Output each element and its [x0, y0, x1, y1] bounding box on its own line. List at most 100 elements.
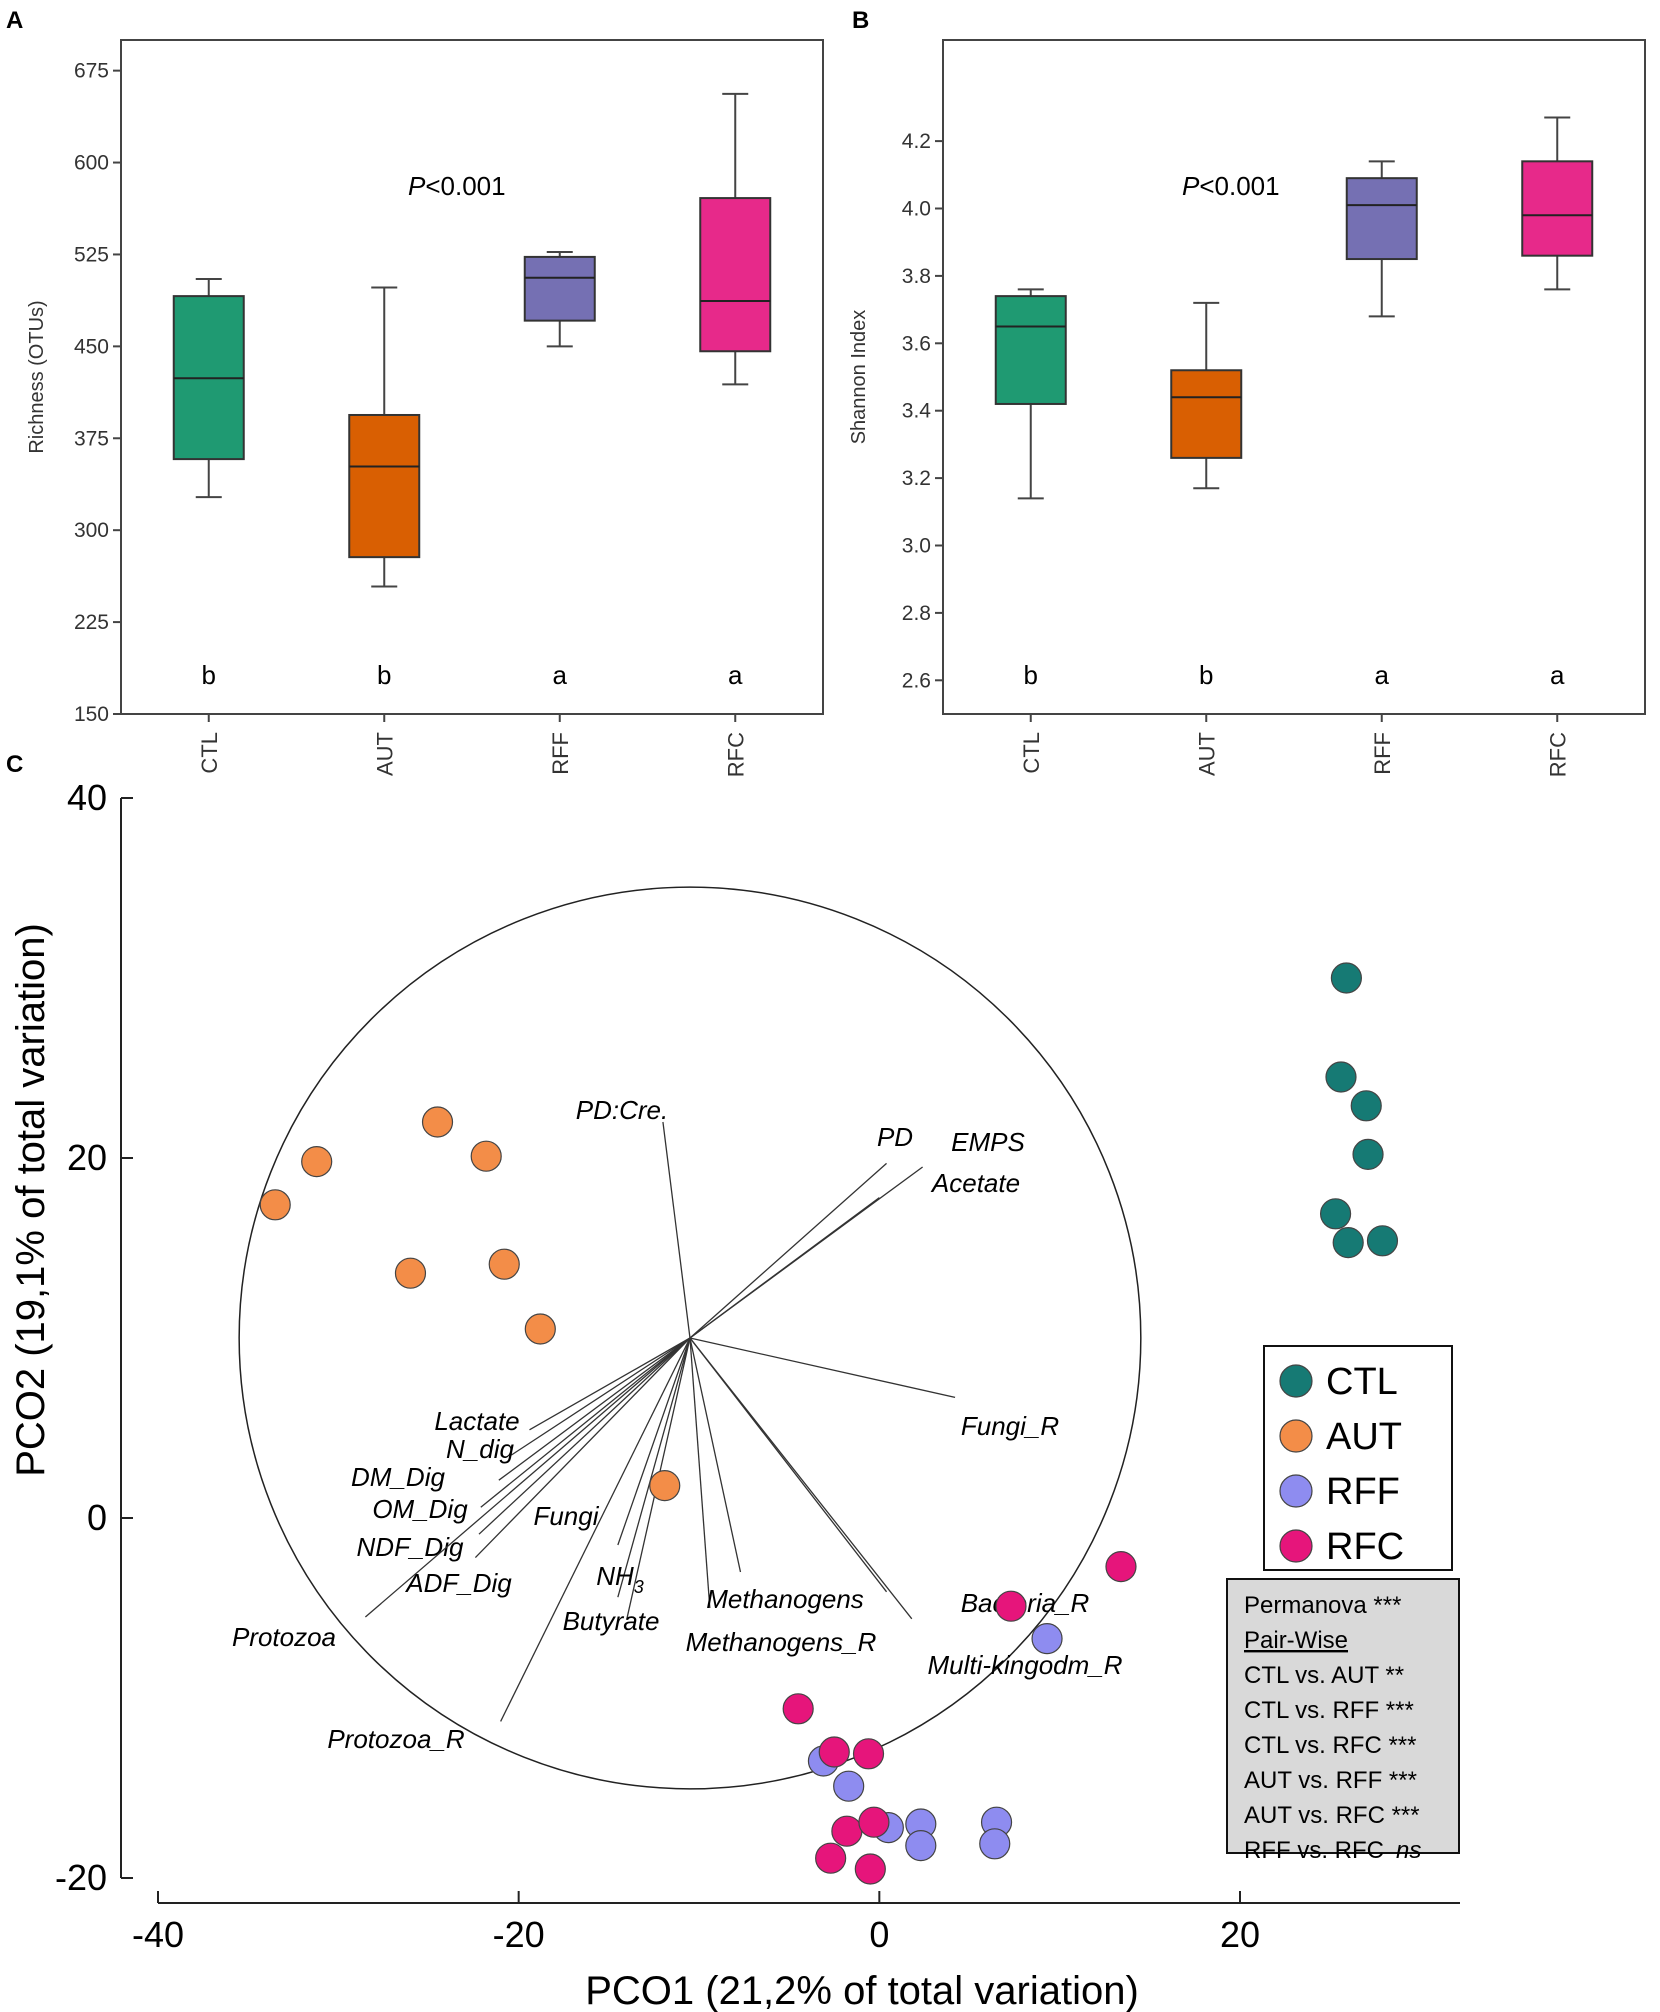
stats-ctl-aut: CTL vs. AUT ** [1244, 1662, 1404, 1689]
vector-line [474, 1337, 691, 1559]
vector-line [529, 1337, 691, 1431]
y-tick-label: 150 [74, 703, 109, 726]
vector-om-dig: OM_Dig [372, 1337, 691, 1524]
shannon-boxplot: 2.6 2.8 3.0 3.2 3.4 3.6 3.8 4.0 4.2 Shannon Inde… [848, 39, 1646, 777]
p-value-annotation: P<0.001 [1182, 171, 1280, 201]
plot-frame [942, 39, 1646, 715]
point-rfc [1105, 1550, 1137, 1583]
group-letter: a [1550, 660, 1565, 690]
y-tick-label: 20 [67, 1137, 107, 1178]
vector-label: Protozoa_R [327, 1724, 464, 1754]
box-rfc [1521, 116, 1594, 291]
box-rfc [699, 92, 772, 386]
point-rfc [852, 1738, 885, 1770]
p-symbol: P [1182, 171, 1200, 201]
point-rfc [995, 1590, 1027, 1622]
group-letter: b [1199, 660, 1213, 690]
y-axis: 150 225 300 375 450 525 600 675 [74, 60, 121, 726]
stats-aut-rfc: AUT vs. RFC *** [1244, 1802, 1420, 1829]
point-rfc [818, 1736, 850, 1768]
legend-swatch-rfc [1279, 1529, 1313, 1563]
y-tick-label: -20 [55, 1857, 107, 1898]
vector-label-main: NH [596, 1561, 634, 1591]
x-tick-label: CTL [197, 732, 222, 774]
vector-line [498, 1337, 691, 1481]
vector-methanogens: Methanogens [689, 1337, 864, 1614]
box-rff [523, 251, 596, 348]
plot-frame [120, 39, 824, 715]
x-tick-label: -40 [132, 1914, 184, 1955]
point-ctl [1325, 1061, 1357, 1093]
y-tick-label: 675 [74, 60, 109, 83]
iqr-box [523, 255, 596, 322]
point-ctl [1350, 1090, 1382, 1122]
iqr-box [1345, 177, 1418, 261]
vector-line [364, 1337, 691, 1618]
x-tick-label: 0 [869, 1914, 889, 1955]
y-axis-label: Richness (OTUs) [26, 300, 48, 453]
vector-label: Multi-kingodm_R [927, 1650, 1122, 1680]
stats-aut-rff: AUT vs. RFF *** [1244, 1767, 1417, 1794]
vector-label: Butyrate [563, 1606, 660, 1636]
boxes [172, 92, 772, 588]
point-ctl [1352, 1138, 1384, 1171]
vector-nh3: NH3 [596, 1337, 691, 1598]
point-rfc [854, 1853, 886, 1885]
y-axis: 2.6 2.8 3.0 3.2 3.4 3.6 3.8 4.0 4.2 [902, 130, 943, 692]
stats-rff-rfc-text: RFF vs. RFC [1244, 1837, 1384, 1864]
p-symbol: P [408, 171, 426, 201]
vector-line [662, 1121, 691, 1339]
y-tick-label: 3.2 [902, 467, 931, 490]
point-rfc [831, 1815, 863, 1847]
vector-label: EMPS [951, 1127, 1025, 1157]
y-tick-label: 600 [74, 152, 109, 175]
y-axis-label: Shannon Index [848, 310, 870, 445]
box-ctl [994, 288, 1067, 500]
vector-label: N_dig [446, 1434, 514, 1464]
vector-line [689, 1337, 956, 1399]
y-tick-label: 300 [74, 519, 109, 542]
x-tick-label: 20 [1220, 1914, 1260, 1955]
vector-fungi-r: Fungi_R [689, 1337, 1059, 1441]
point-aut [470, 1140, 502, 1172]
vector-emps: EMPS [689, 1127, 1025, 1339]
group-letter: b [377, 660, 391, 690]
point-aut [301, 1145, 333, 1178]
y-tick-label: 525 [74, 243, 109, 266]
point-rff [979, 1828, 1011, 1860]
group-letter: a [553, 660, 568, 690]
vector-label: DM_Dig [351, 1462, 445, 1492]
axes: -20 0 20 40 -40 -20 0 20 [55, 777, 1460, 1955]
y-tick-label: 4.2 [902, 130, 931, 153]
point-ctl [1319, 1198, 1352, 1230]
vector-dm-dig: DM_Dig [351, 1337, 691, 1492]
panel-label-b: B [852, 7, 869, 34]
vector-pd: PD [689, 1122, 913, 1339]
vector-label: PD [877, 1122, 913, 1152]
vector-label: OM_Dig [372, 1494, 468, 1524]
point-rff [905, 1829, 937, 1862]
vector-overlay: PD:Cre. PD EMPS Acetate Fungi_R LactateN_digD… [232, 1095, 1123, 1754]
iqr-box [699, 197, 772, 353]
vector-protozoa: Protozoa [232, 1337, 691, 1652]
vector-lactate: Lactate [434, 1337, 691, 1436]
legend-swatch-ctl [1279, 1364, 1313, 1398]
stats-rff-rfc-ns: ns [1396, 1837, 1421, 1864]
point-aut [649, 1469, 681, 1502]
y-tick-label: 375 [74, 427, 109, 450]
sample-points [259, 962, 1399, 1885]
point-rfc [858, 1806, 890, 1838]
vector-line [617, 1337, 691, 1546]
box-aut [348, 286, 421, 588]
vector-label: ADF_Dig [404, 1568, 512, 1598]
group-letter: a [728, 660, 743, 690]
vector-protozoa-r: Protozoa_R [327, 1337, 691, 1754]
x-tick-label: AUT [372, 732, 397, 776]
vector-label: Acetate [930, 1168, 1020, 1198]
vector-line [689, 1337, 711, 1609]
legend-swatch-rff [1279, 1474, 1313, 1508]
iqr-box [348, 413, 421, 559]
legend: CTL AUT RFF RFC [1263, 1345, 1453, 1571]
vector-label: NH3 [596, 1561, 644, 1597]
